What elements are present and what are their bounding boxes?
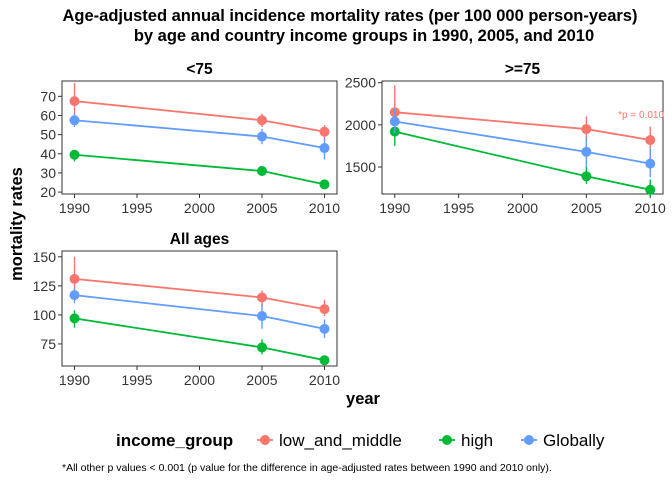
facet-panel-0: <75 20 30 40 50 60 70 1990 1995 2000 2005 2010 bbox=[40, 61, 340, 216]
data-point bbox=[581, 146, 592, 157]
legend-key-point bbox=[260, 435, 270, 445]
series-low_and_middle bbox=[69, 256, 330, 317]
data-point bbox=[645, 135, 656, 146]
data-point bbox=[69, 273, 80, 284]
x-tick-label: 1990 bbox=[379, 200, 410, 216]
legend: income_group low_and_middle high Globally bbox=[116, 431, 605, 450]
data-point bbox=[581, 124, 592, 135]
data-point bbox=[69, 149, 80, 160]
series-line bbox=[74, 153, 325, 186]
panel-border bbox=[61, 80, 338, 195]
series-line bbox=[74, 317, 325, 362]
p-value-annotation: *p = 0.010 bbox=[618, 110, 664, 121]
x-tick-label: 2000 bbox=[507, 200, 538, 216]
x-tick-label: 1990 bbox=[59, 200, 90, 216]
x-tick-label: 2005 bbox=[246, 372, 277, 388]
x-tick-label: 2000 bbox=[184, 372, 215, 388]
x-tick-label: 2010 bbox=[309, 372, 340, 388]
data-point bbox=[257, 342, 267, 353]
footnote: *All other p values < 0.001 (p value for… bbox=[62, 462, 552, 474]
data-point bbox=[69, 313, 80, 324]
data-point bbox=[257, 131, 267, 142]
x-tick-label: 2005 bbox=[571, 200, 602, 216]
legend-label: high bbox=[461, 431, 493, 450]
y-tick-label: 125 bbox=[33, 278, 57, 294]
data-point bbox=[389, 116, 400, 127]
x-axis-title: year bbox=[346, 390, 381, 408]
data-point bbox=[257, 115, 267, 126]
series-Globally bbox=[69, 113, 330, 160]
series-high bbox=[389, 117, 656, 197]
series-high bbox=[69, 310, 330, 366]
y-tick-label: 2000 bbox=[345, 117, 376, 133]
data-point bbox=[319, 126, 330, 137]
x-tick-label: 2000 bbox=[184, 200, 215, 216]
y-tick-label: 100 bbox=[33, 307, 57, 323]
y-tick-label: 60 bbox=[40, 107, 56, 123]
x-tick-label: 2005 bbox=[246, 200, 277, 216]
y-axis-title: mortality rates bbox=[8, 167, 26, 281]
x-tick-label: 1995 bbox=[121, 372, 152, 388]
x-tick-label: 1995 bbox=[121, 200, 152, 216]
data-point bbox=[645, 184, 656, 195]
series-Globally bbox=[389, 107, 656, 178]
data-point bbox=[319, 323, 330, 334]
series-line bbox=[394, 111, 651, 141]
series-high bbox=[69, 149, 330, 190]
series-line bbox=[394, 130, 651, 191]
legend-entry-high: high bbox=[439, 431, 493, 450]
data-point bbox=[257, 166, 267, 177]
y-tick-label: 70 bbox=[40, 88, 56, 104]
x-tick-label: 1995 bbox=[443, 200, 474, 216]
y-tick-label: 75 bbox=[40, 336, 56, 352]
legend-key-point bbox=[442, 435, 452, 445]
x-tick-label: 2010 bbox=[309, 200, 340, 216]
legend-key-point bbox=[524, 435, 534, 445]
y-tick-label: 20 bbox=[40, 184, 56, 200]
legend-entry-low_and_middle: low_and_middle bbox=[257, 431, 402, 450]
data-point bbox=[257, 292, 267, 303]
data-point bbox=[69, 96, 80, 107]
facet-label: <75 bbox=[186, 61, 213, 78]
data-point bbox=[319, 304, 330, 315]
data-point bbox=[69, 290, 80, 301]
y-tick-label: 1500 bbox=[345, 159, 376, 175]
facet-panel-2: All ages 75 100 125 150 1990 1995 2000 2005 2010 bbox=[33, 231, 341, 388]
y-tick-label: 40 bbox=[40, 146, 56, 162]
data-point bbox=[69, 115, 80, 126]
data-point bbox=[581, 171, 592, 182]
series-line bbox=[74, 277, 325, 310]
facet-panel-1: >=75 1500 2000 2500 1990 1995 2000 2005 2010 *p =… bbox=[345, 61, 666, 216]
panel-border bbox=[381, 80, 664, 195]
y-tick-label: 30 bbox=[40, 165, 56, 181]
data-point bbox=[319, 143, 330, 154]
y-tick-label: 2500 bbox=[345, 75, 376, 91]
x-tick-label: 1990 bbox=[59, 372, 90, 388]
data-point bbox=[319, 355, 330, 366]
legend-title: income_group bbox=[116, 431, 233, 450]
legend-label: Globally bbox=[543, 431, 605, 450]
series-line bbox=[74, 100, 325, 133]
chart-title-line2: by age and country income groups in 1990… bbox=[134, 27, 594, 45]
y-tick-label: 150 bbox=[33, 249, 57, 265]
chart-title-line1: Age-adjusted annual incidence mortality … bbox=[63, 7, 638, 25]
data-point bbox=[257, 311, 267, 322]
legend-entry-Globally: Globally bbox=[521, 431, 605, 450]
series-Globally bbox=[69, 288, 330, 339]
facet-label: >=75 bbox=[505, 61, 541, 78]
series-low_and_middle bbox=[69, 82, 330, 141]
facet-panels: <75 20 30 40 50 60 70 1990 1995 2000 2005 2010 >=75 1… bbox=[33, 61, 666, 388]
facet-label: All ages bbox=[170, 231, 229, 248]
data-point bbox=[645, 158, 656, 169]
legend-label: low_and_middle bbox=[279, 431, 402, 450]
x-tick-label: 2010 bbox=[635, 200, 666, 216]
data-point bbox=[319, 179, 330, 190]
series-line bbox=[394, 120, 651, 165]
y-tick-label: 50 bbox=[40, 127, 56, 143]
series-low_and_middle bbox=[389, 85, 656, 172]
